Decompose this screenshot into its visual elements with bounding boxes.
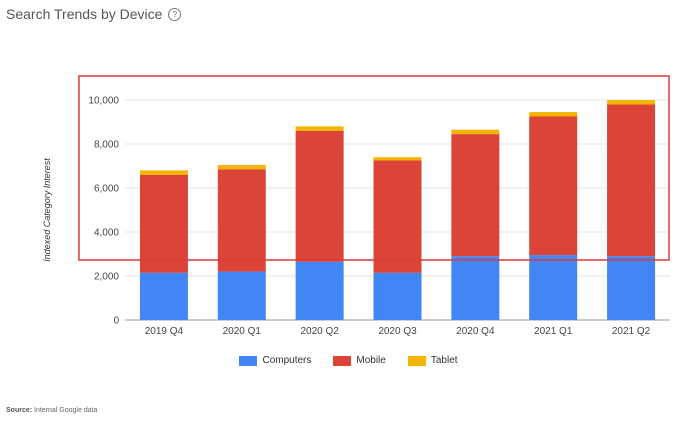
chart-title: Search Trends by Device xyxy=(6,6,163,22)
help-icon[interactable]: ? xyxy=(168,7,182,21)
bar-tablet[interactable] xyxy=(607,100,656,105)
y-tick-label: 8,000 xyxy=(94,140,119,151)
bar-computers[interactable] xyxy=(451,256,500,320)
bar-tablet[interactable] xyxy=(217,164,266,170)
bar-tablet[interactable] xyxy=(139,170,188,175)
x-tick-label: 2021 Q1 xyxy=(534,326,573,337)
bar-computers[interactable] xyxy=(529,255,578,320)
bar-computers[interactable] xyxy=(217,271,266,320)
chart-header: Search Trends by Device ? xyxy=(6,6,182,22)
bar-computers[interactable] xyxy=(139,272,188,320)
bar-mobile[interactable] xyxy=(451,134,500,257)
source-label: Source: xyxy=(6,407,33,414)
legend-label: Tablet xyxy=(430,355,458,366)
bar-computers[interactable] xyxy=(373,272,422,320)
y-tick-label: 10,000 xyxy=(88,96,119,107)
stacked-bar-chart: 0 2,000 4,000 6,000 8,000 10,000 Indexed Categ… xyxy=(42,75,670,337)
y-axis-title: Indexed Category Interest xyxy=(42,158,52,262)
y-tick-label: 0 xyxy=(113,316,119,327)
x-tick-label: 2020 Q3 xyxy=(378,326,417,337)
bar-tablet[interactable] xyxy=(295,126,344,131)
y-tick-label: 4,000 xyxy=(94,228,119,239)
x-tick-label: 2020 Q1 xyxy=(223,326,262,337)
bar-computers[interactable] xyxy=(607,256,656,320)
y-tick-label: 6,000 xyxy=(94,184,119,195)
highlight-box xyxy=(78,75,670,261)
source-note: Source: Internal Google data xyxy=(6,407,97,414)
x-tick-label: 2020 Q2 xyxy=(300,326,339,337)
y-tick-label: 2,000 xyxy=(94,272,119,283)
bar-tablet[interactable] xyxy=(451,129,500,135)
bar-mobile[interactable] xyxy=(295,130,344,262)
bar-mobile[interactable] xyxy=(607,104,656,257)
legend-swatch xyxy=(333,355,352,366)
chart-legend: Computers Mobile Tablet xyxy=(0,355,697,366)
bar-mobile[interactable] xyxy=(373,160,422,273)
source-text: Internal Google data xyxy=(34,407,98,414)
x-tick-label: 2020 Q4 xyxy=(456,326,495,337)
legend-label: Mobile xyxy=(356,355,386,366)
x-tick-label: 2021 Q2 xyxy=(612,326,651,337)
bar-mobile[interactable] xyxy=(139,174,188,273)
legend-swatch xyxy=(239,355,258,366)
bar-tablet[interactable] xyxy=(529,112,578,117)
bar-mobile[interactable] xyxy=(529,116,578,256)
bar-mobile[interactable] xyxy=(217,169,266,272)
legend-label: Computers xyxy=(262,355,312,366)
bar-tablet[interactable] xyxy=(373,157,422,161)
legend-item-tablet[interactable]: Tablet xyxy=(407,355,458,366)
legend-swatch xyxy=(407,355,426,366)
legend-item-computers[interactable]: Computers xyxy=(239,355,311,366)
legend-item-mobile[interactable]: Mobile xyxy=(333,355,386,366)
x-tick-label: 2019 Q4 xyxy=(145,326,184,337)
bar-computers[interactable] xyxy=(295,261,344,320)
